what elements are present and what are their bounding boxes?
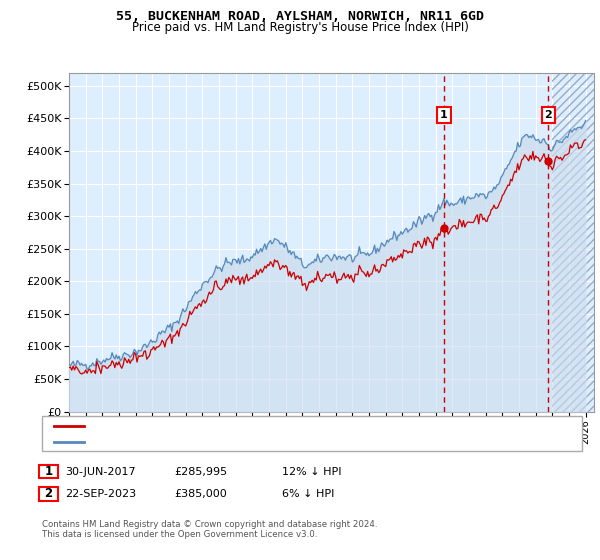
Text: Price paid vs. HM Land Registry's House Price Index (HPI): Price paid vs. HM Land Registry's House … [131,21,469,34]
Text: HPI: Average price, detached house, Broadland: HPI: Average price, detached house, Broa… [90,437,325,447]
Text: 1: 1 [440,110,448,120]
Text: 55, BUCKENHAM ROAD, AYLSHAM, NORWICH, NR11 6GD: 55, BUCKENHAM ROAD, AYLSHAM, NORWICH, NR… [116,10,484,23]
Text: Contains HM Land Registry data © Crown copyright and database right 2024.
This d: Contains HM Land Registry data © Crown c… [42,520,377,539]
Text: 2: 2 [44,487,53,501]
Text: 12% ↓ HPI: 12% ↓ HPI [282,466,341,477]
Bar [553,73,594,412]
Text: 6% ↓ HPI: 6% ↓ HPI [282,489,334,499]
Text: 30-JUN-2017: 30-JUN-2017 [65,466,136,477]
Text: £285,995: £285,995 [174,466,227,477]
Text: 55, BUCKENHAM ROAD, AYLSHAM, NORWICH, NR11 6GD (detached house): 55, BUCKENHAM ROAD, AYLSHAM, NORWICH, NR… [90,421,463,431]
Text: £385,000: £385,000 [174,489,227,499]
Text: 1: 1 [44,465,53,478]
Text: 2: 2 [544,110,552,120]
Text: 22-SEP-2023: 22-SEP-2023 [65,489,136,499]
Bar [553,73,594,412]
